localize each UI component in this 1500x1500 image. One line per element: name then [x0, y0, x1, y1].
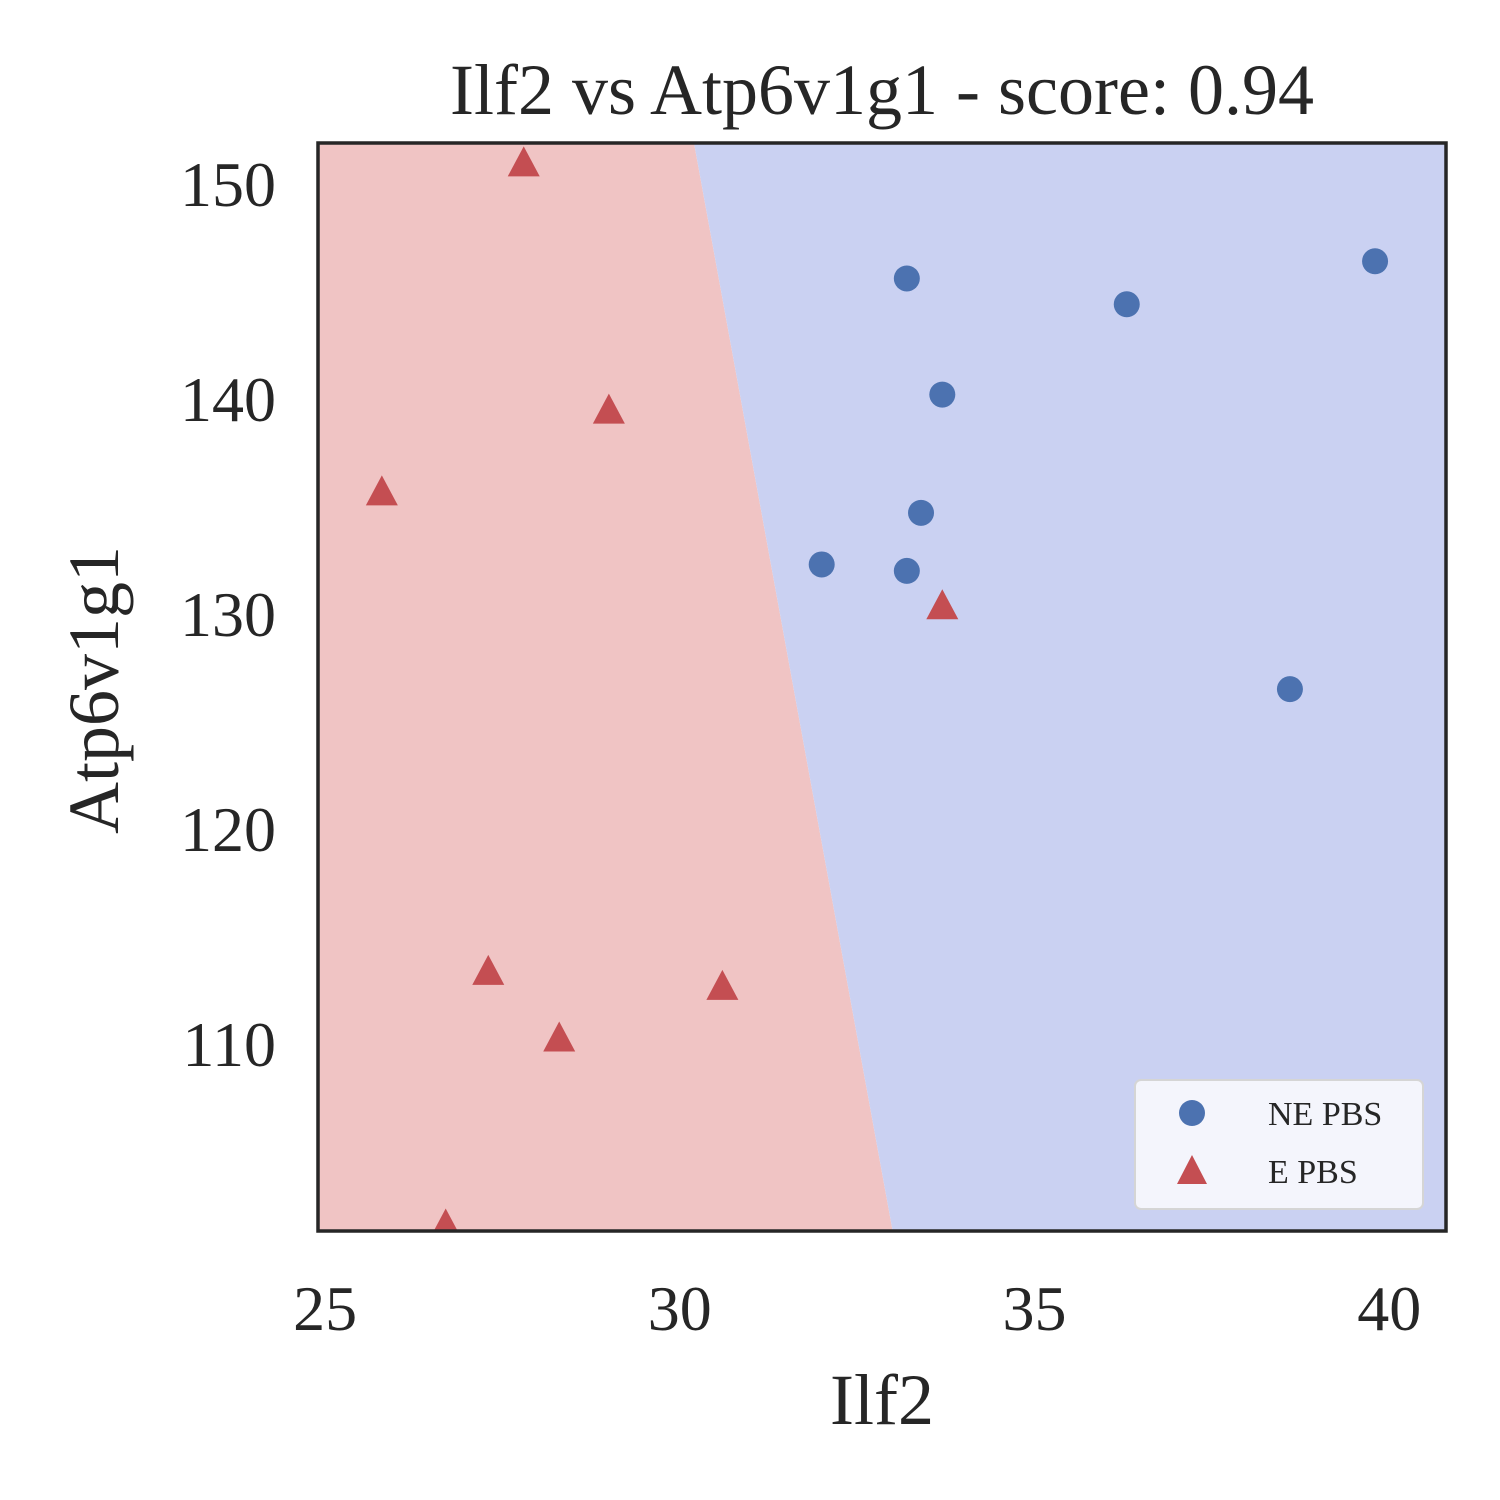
point-e-pbs [926, 589, 959, 620]
plot-regions [318, 143, 1446, 1231]
legend-box [1134, 1079, 1424, 1210]
point-e-pbs [507, 146, 540, 177]
y-tick-label: 120 [180, 794, 276, 865]
chart-title: Ilf2 vs Atp6v1g1 - score: 0.94 [450, 50, 1314, 130]
data-points [365, 146, 1389, 1231]
point-ne-pbs [1362, 248, 1389, 275]
legend-label-e-pbs: E PBS [1268, 1154, 1358, 1191]
point-e-pbs [592, 393, 625, 424]
legend-marker-e-pbs [1177, 1155, 1207, 1184]
point-e-pbs [543, 1021, 576, 1052]
plot-frame [316, 141, 1448, 1233]
x-tick-label: 30 [648, 1273, 712, 1344]
legend-label-ne-pbs: NE PBS [1268, 1096, 1382, 1133]
point-ne-pbs [893, 557, 920, 584]
x-tick-label: 40 [1357, 1273, 1421, 1344]
point-ne-pbs [1113, 291, 1140, 318]
point-ne-pbs [893, 265, 920, 292]
legend-marker-ne-pbs [1179, 1100, 1205, 1126]
x-axis-label: Ilf2 [830, 1360, 934, 1440]
point-ne-pbs [1276, 676, 1303, 703]
region-e-pbs [318, 143, 893, 1231]
y-tick-label: 130 [180, 579, 276, 650]
point-e-pbs [433, 1208, 458, 1231]
axis-ticks: 25 30 35 40 110 120 130 140 150 [180, 149, 1421, 1344]
legend: NE PBS E PBS [1134, 1079, 1424, 1210]
y-tick-label: 140 [180, 364, 276, 435]
point-ne-pbs [808, 551, 835, 578]
point-ne-pbs [908, 499, 935, 526]
point-e-pbs [706, 969, 739, 1000]
point-e-pbs [472, 954, 505, 985]
x-tick-label: 35 [1003, 1273, 1067, 1344]
region-ne-pbs [694, 143, 1446, 1231]
point-e-pbs [365, 475, 398, 506]
point-ne-pbs [929, 381, 956, 408]
y-tick-label: 110 [182, 1009, 276, 1080]
y-tick-label: 150 [180, 149, 276, 220]
x-tick-label: 25 [293, 1273, 357, 1344]
y-axis-label: Atp6v1g1 [54, 546, 134, 834]
